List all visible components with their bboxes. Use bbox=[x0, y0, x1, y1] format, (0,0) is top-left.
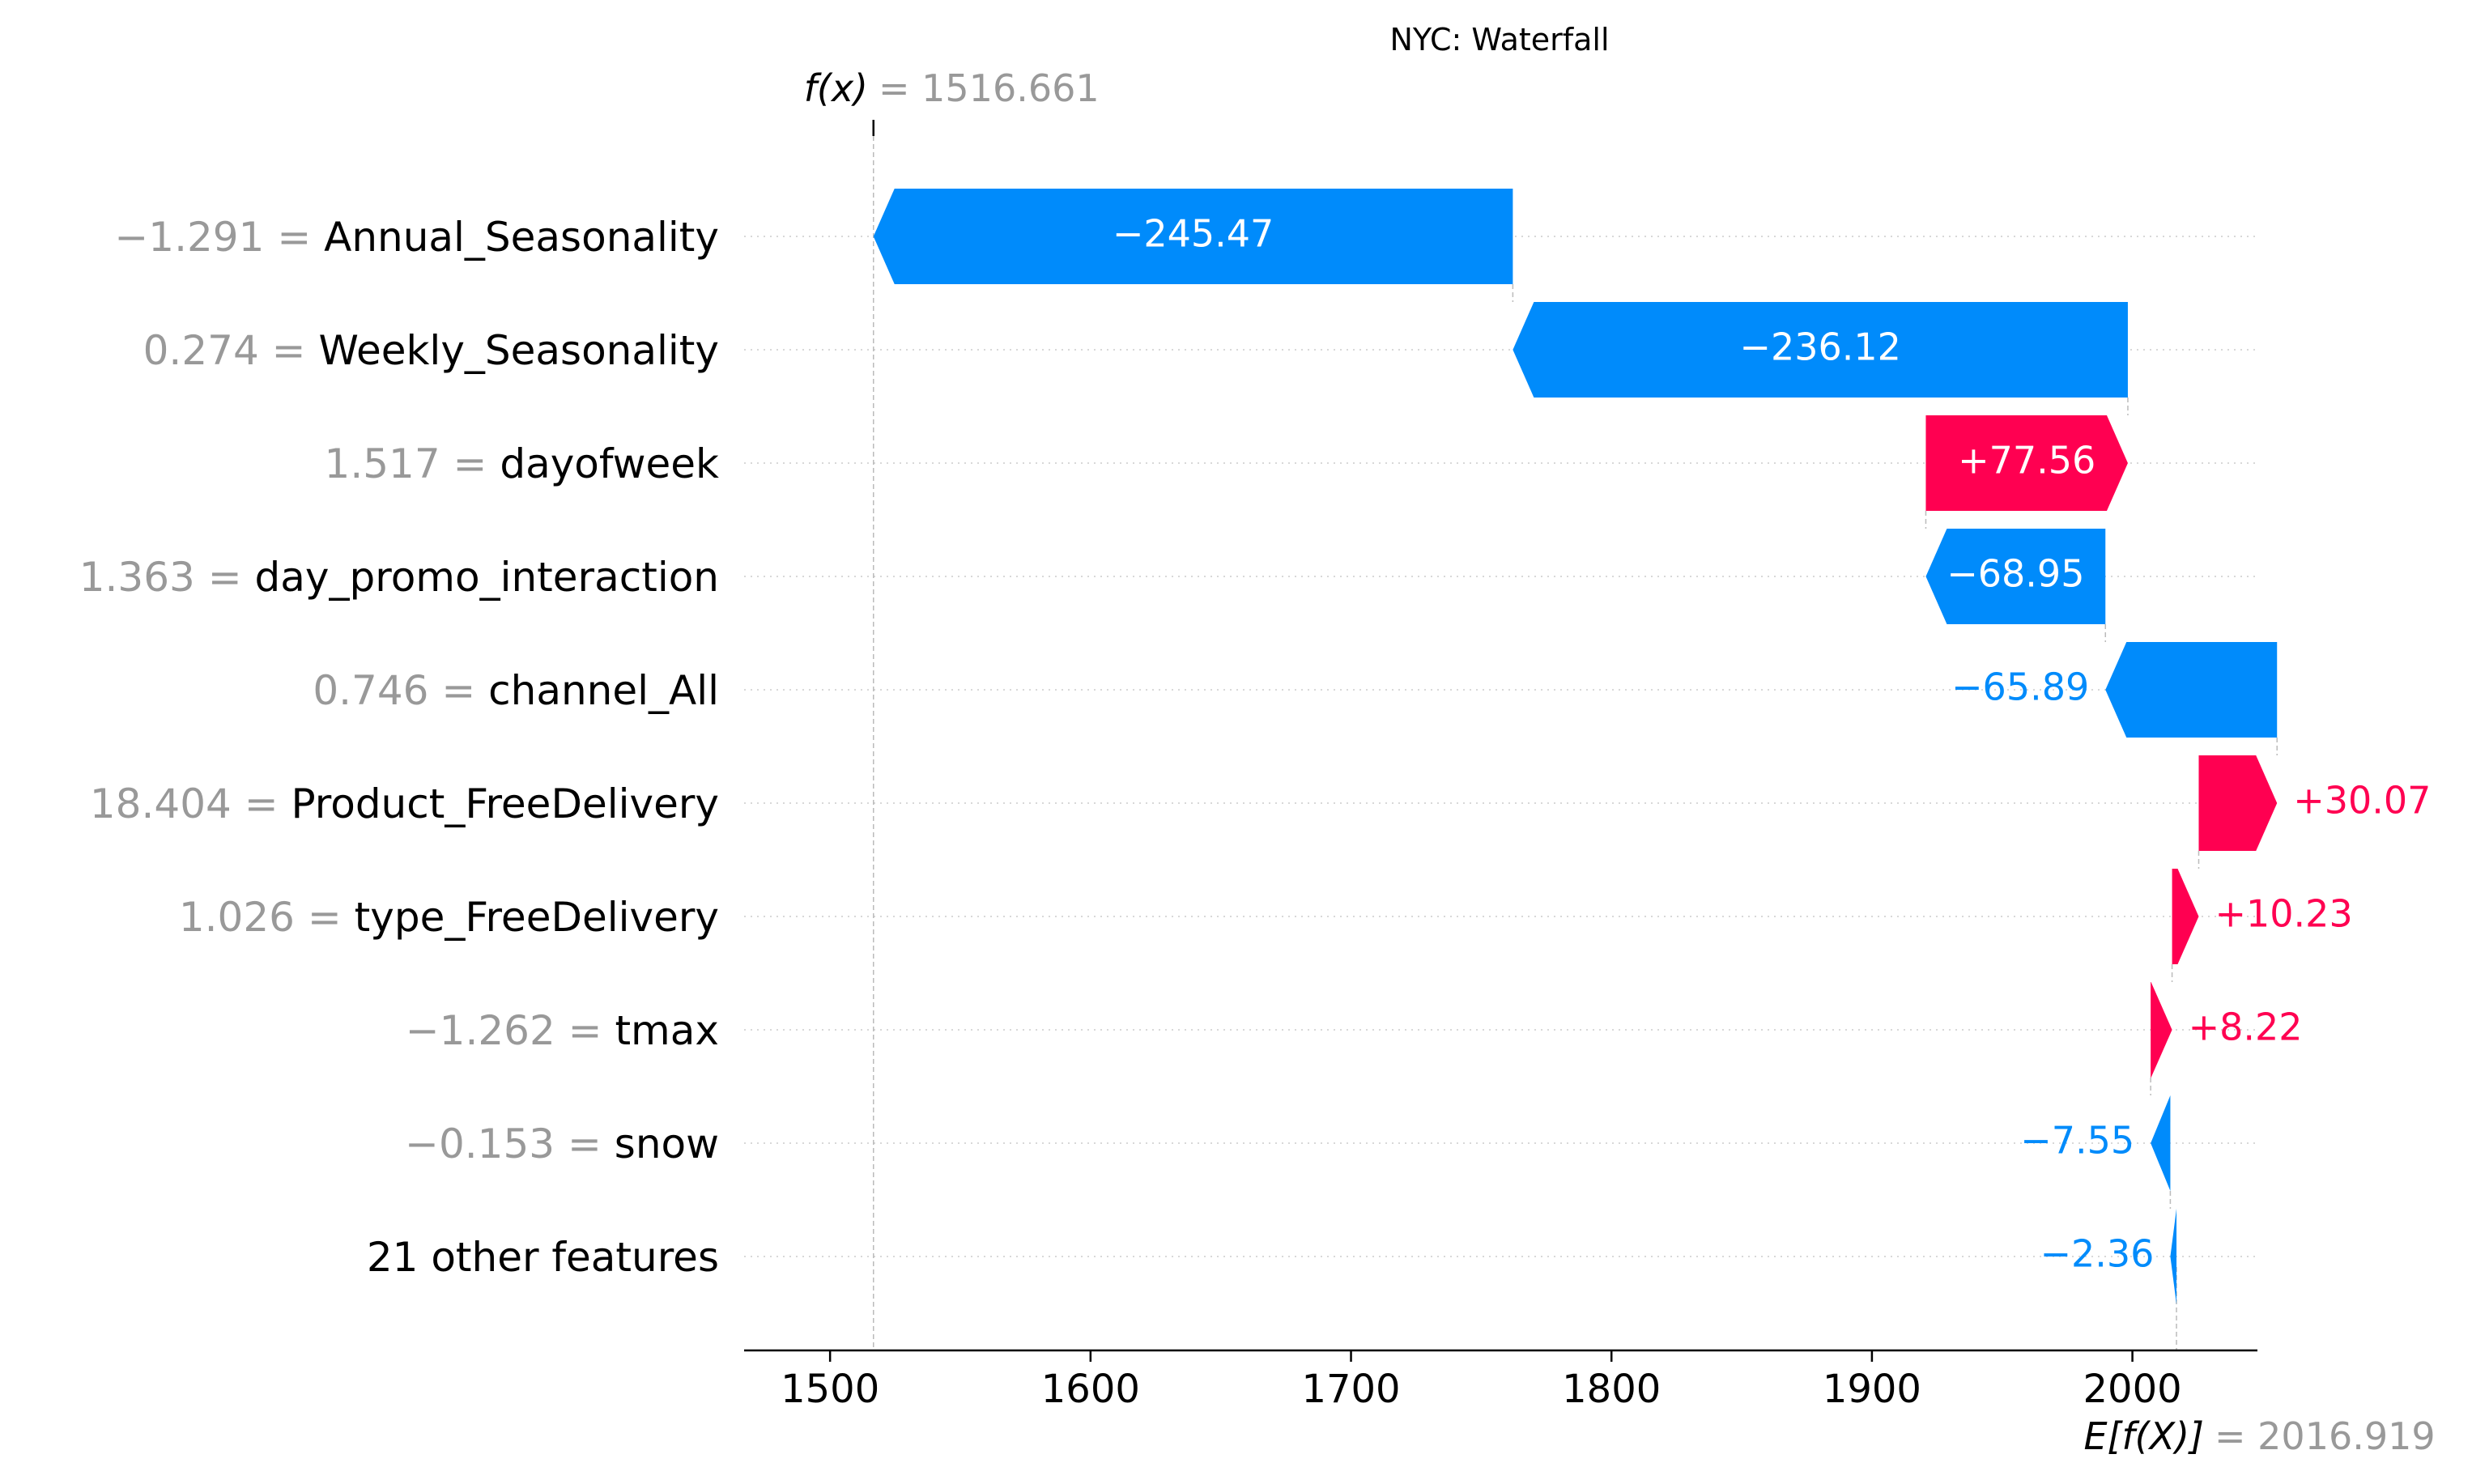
feature-name: snow bbox=[615, 1120, 719, 1167]
feature-name: Product_FreeDelivery bbox=[291, 780, 720, 827]
feature-value: 1.026 = bbox=[179, 894, 355, 941]
x-tick-label: 1600 bbox=[1041, 1367, 1140, 1412]
feature-value: 0.274 = bbox=[143, 327, 319, 374]
base-value: = 2016.919 bbox=[2215, 1414, 2436, 1458]
feature-label: 18.404 = Product_FreeDelivery bbox=[90, 780, 719, 827]
waterfall-bar bbox=[873, 189, 1513, 284]
contribution-label: +30.07 bbox=[2293, 779, 2431, 823]
contribution-label: −236.12 bbox=[1739, 325, 1901, 369]
feature-name: dayofweek bbox=[500, 440, 719, 487]
x-tick-label: 2000 bbox=[2083, 1367, 2182, 1412]
feature-label: −0.153 = snow bbox=[405, 1120, 719, 1167]
fx-label: f(x) bbox=[804, 66, 868, 110]
feature-value: 18.404 = bbox=[90, 780, 291, 827]
contribution-label: −65.89 bbox=[1951, 665, 2089, 709]
fx-annotation: f(x) = 1516.661 bbox=[804, 66, 1100, 110]
feature-labels: −245.47 −1.291 = Annual_Seasonality −236.1… bbox=[79, 212, 2432, 1281]
waterfall-bar bbox=[2151, 982, 2172, 1078]
feature-label: 21 other features bbox=[367, 1234, 719, 1281]
waterfall-bar bbox=[2198, 755, 2278, 851]
feature-label: −1.262 = tmax bbox=[406, 1007, 719, 1054]
contribution-label: +77.56 bbox=[1958, 439, 2095, 483]
feature-name: Weekly_Seasonality bbox=[318, 327, 719, 374]
feature-value: 1.363 = bbox=[79, 554, 255, 601]
x-tick-label: 1800 bbox=[1562, 1367, 1661, 1412]
feature-label: 1.026 = type_FreeDelivery bbox=[179, 894, 719, 941]
fx-value: = 1516.661 bbox=[879, 66, 1100, 110]
waterfall-bar bbox=[2170, 1209, 2177, 1304]
waterfall-bar bbox=[2105, 642, 2278, 738]
contribution-label: −2.36 bbox=[2040, 1232, 2154, 1276]
x-tick-label: 1700 bbox=[1301, 1367, 1400, 1412]
feature-name: type_FreeDelivery bbox=[355, 894, 719, 941]
feature-value: −1.291 = bbox=[114, 214, 324, 261]
waterfall-bar bbox=[1513, 302, 2128, 398]
feature-name: Annual_Seasonality bbox=[324, 214, 719, 261]
x-tick-label: 1500 bbox=[781, 1367, 879, 1412]
base-annotation: E[f(X)] = 2016.919 bbox=[2083, 1414, 2435, 1458]
waterfall-bar bbox=[2172, 869, 2199, 964]
feature-name: channel_All bbox=[488, 667, 719, 714]
contribution-label: −245.47 bbox=[1113, 212, 1274, 256]
feature-name: 21 other features bbox=[367, 1234, 719, 1281]
feature-label: 0.746 = channel_All bbox=[313, 667, 719, 714]
contribution-label: +10.23 bbox=[2215, 892, 2352, 936]
feature-value: 0.746 = bbox=[313, 667, 488, 714]
feature-name: day_promo_interaction bbox=[255, 554, 719, 601]
feature-value: −1.262 = bbox=[406, 1007, 615, 1054]
feature-label: 0.274 = Weekly_Seasonality bbox=[143, 327, 719, 374]
x-axis: 1500 1600 1700 1800 1900 2000 bbox=[744, 1349, 2257, 1412]
feature-label: 1.517 = dayofweek bbox=[325, 440, 720, 487]
feature-label: −1.291 = Annual_Seasonality bbox=[114, 214, 719, 261]
contribution-label: +8.22 bbox=[2189, 1006, 2303, 1049]
waterfall-bar bbox=[2151, 1095, 2171, 1191]
x-tick-label: 1900 bbox=[1823, 1367, 1921, 1412]
feature-label: 1.363 = day_promo_interaction bbox=[79, 554, 719, 601]
chart-title: NYC: Waterfall bbox=[1389, 22, 1609, 57]
bars bbox=[873, 189, 2278, 1304]
waterfall-bar bbox=[1925, 415, 2128, 511]
feature-value: −0.153 = bbox=[405, 1120, 615, 1167]
connector-lines bbox=[872, 120, 2278, 1350]
contribution-label: −68.95 bbox=[1947, 552, 2084, 596]
waterfall-bar bbox=[1925, 529, 2106, 624]
base-label: E[f(X)] bbox=[2083, 1414, 2204, 1458]
contribution-label: −7.55 bbox=[2020, 1119, 2134, 1163]
feature-name: tmax bbox=[615, 1007, 719, 1054]
feature-value: 1.517 = bbox=[325, 440, 500, 487]
